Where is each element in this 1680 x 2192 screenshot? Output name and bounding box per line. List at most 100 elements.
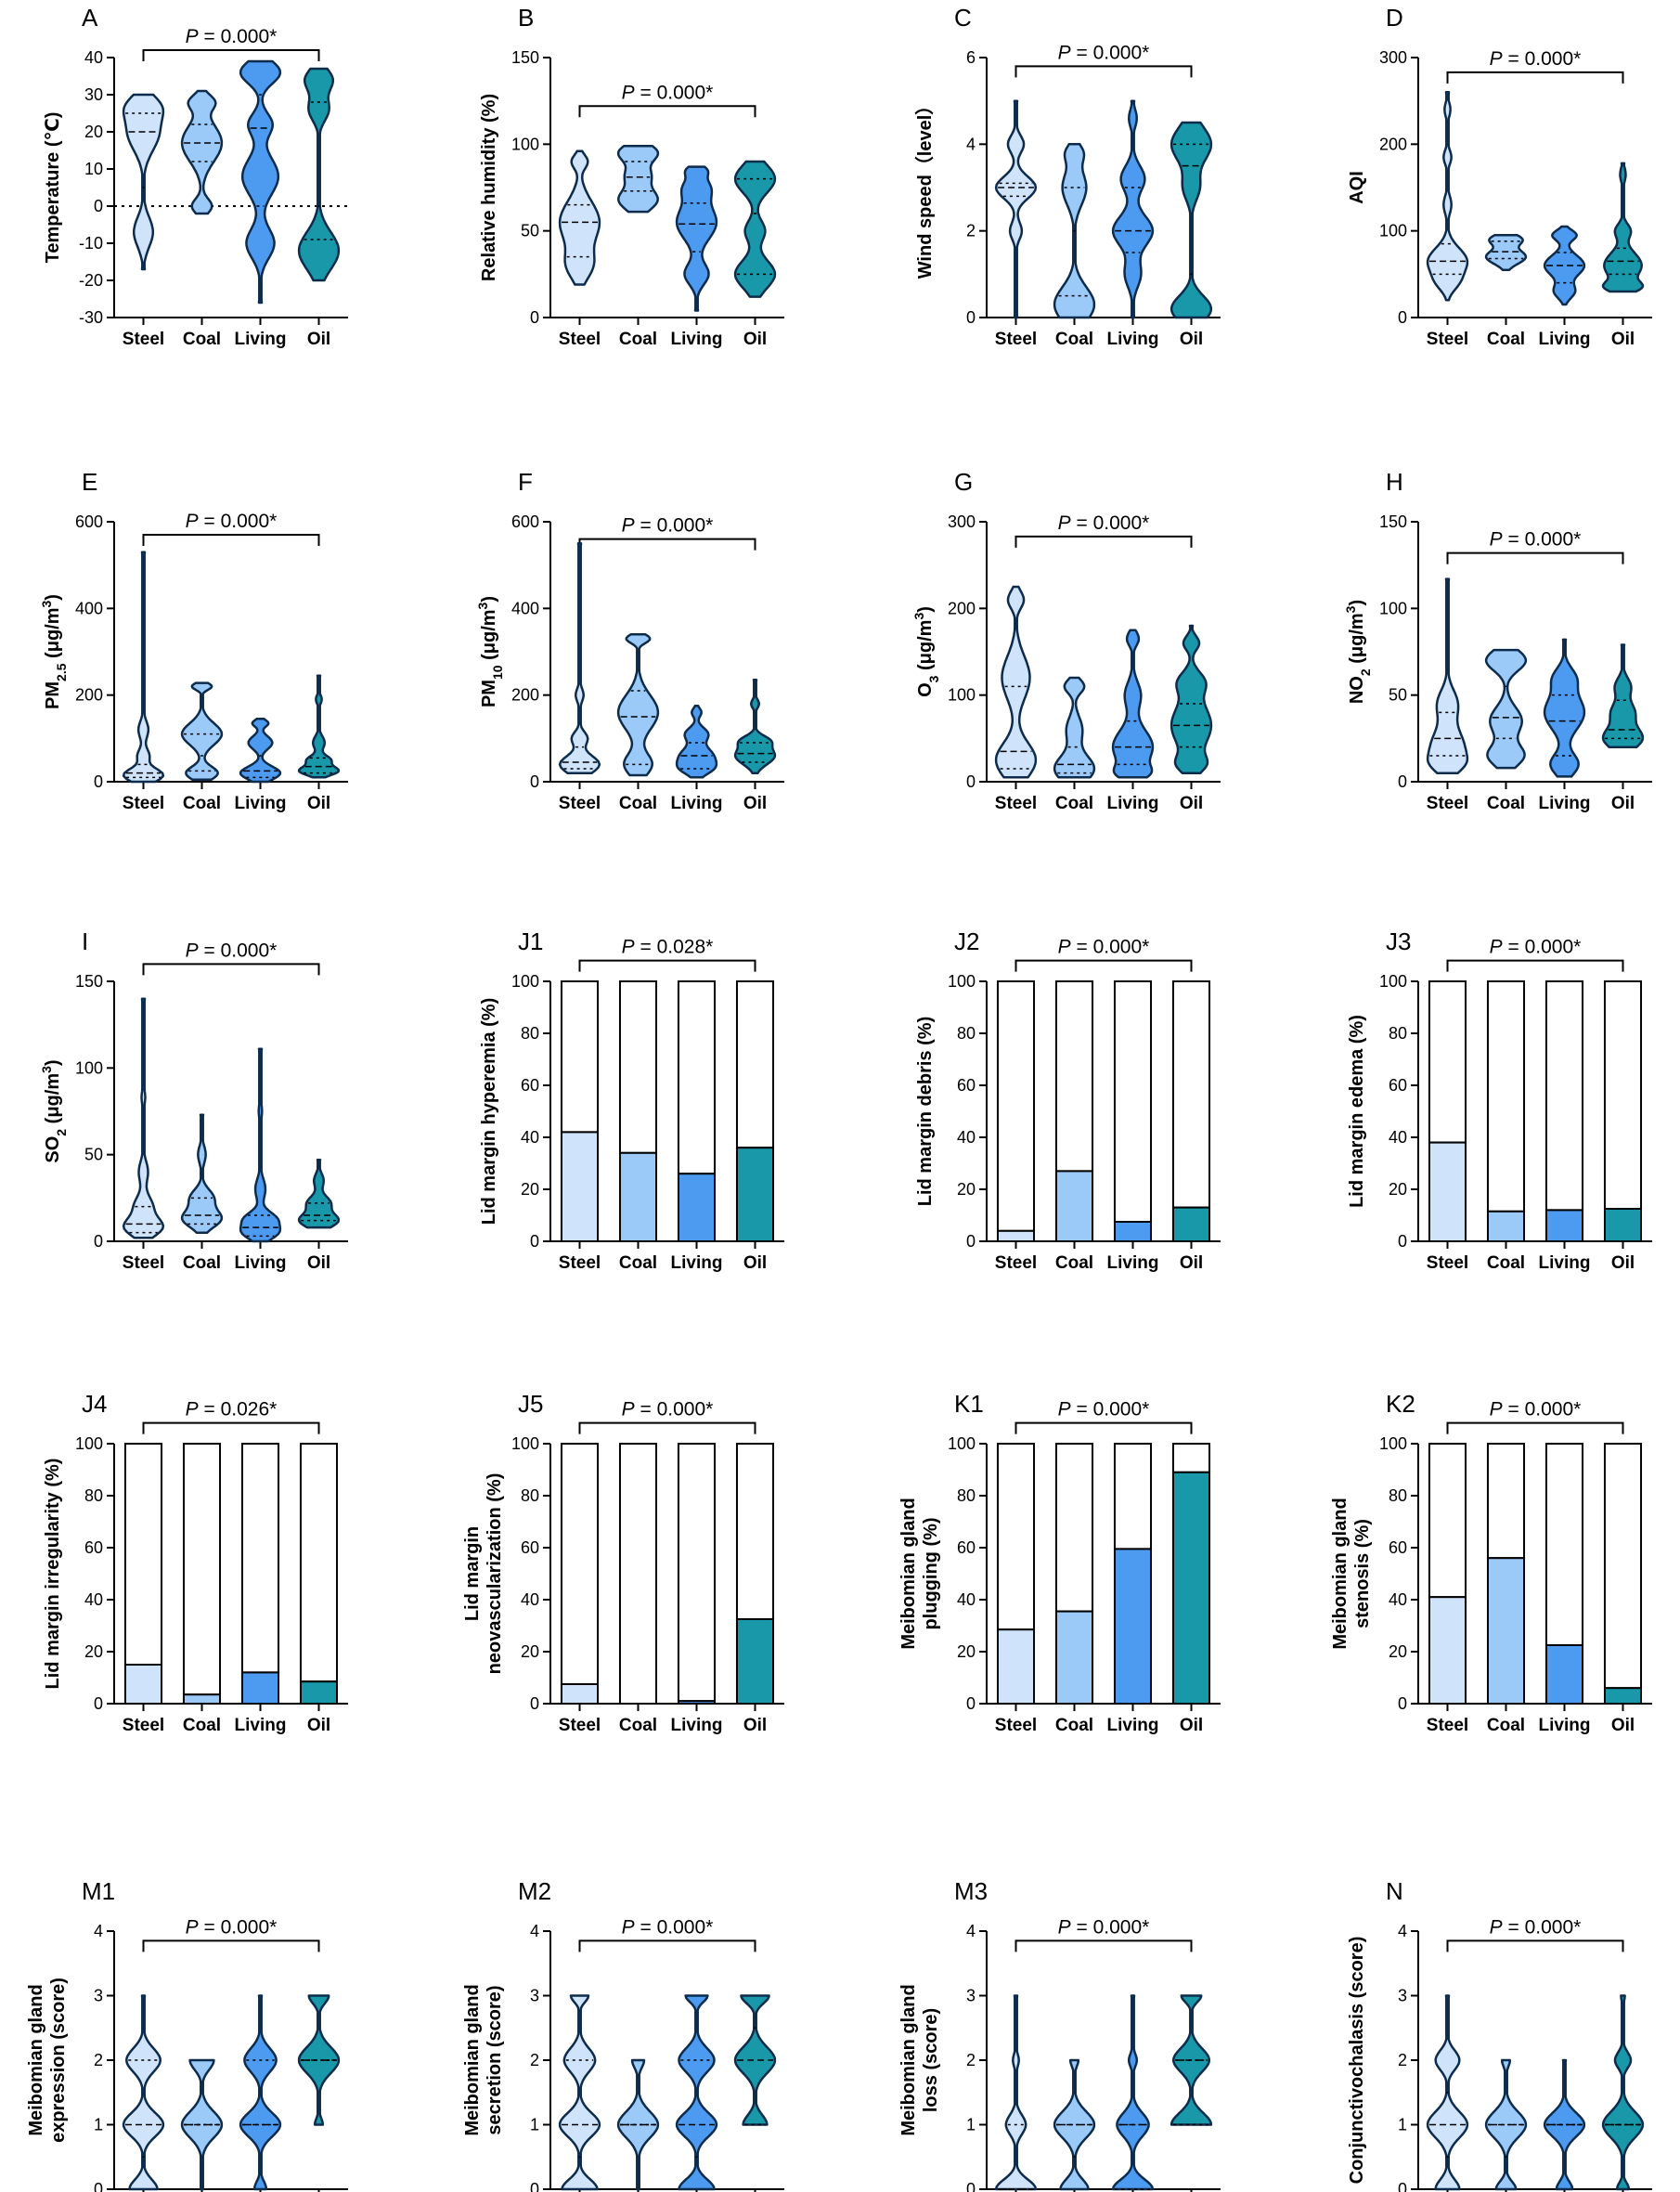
y-tick-label: 400 bbox=[75, 599, 103, 617]
x-tick-label: Living bbox=[671, 794, 723, 813]
x-tick-label: Living bbox=[1539, 1716, 1591, 1735]
significance-bracket bbox=[578, 1421, 756, 1434]
x-tick-label: Steel bbox=[1427, 330, 1468, 349]
violin-oil bbox=[297, 67, 341, 282]
x-tick-label: Oil bbox=[1180, 794, 1203, 813]
violin-living bbox=[239, 1994, 282, 2191]
panel-letter: K2 bbox=[1386, 1390, 1415, 1418]
y-tick-label: 0 bbox=[966, 772, 976, 791]
violin-steel bbox=[558, 542, 601, 774]
y-axis-title: AQI bbox=[1347, 171, 1367, 204]
violin-living bbox=[1111, 629, 1155, 779]
y-tick-label: 20 bbox=[1389, 1180, 1407, 1199]
bar-positive-living bbox=[1113, 1548, 1153, 1706]
panel-letter: J2 bbox=[954, 927, 979, 955]
p-value-label: P = 0.000* bbox=[1490, 937, 1582, 958]
p-value-label: P = 0.000* bbox=[1490, 48, 1582, 70]
y-tick-label: 60 bbox=[84, 1538, 103, 1557]
bar-remainder-oil bbox=[735, 1443, 775, 1620]
p-value-label: P = 0.026* bbox=[186, 1399, 278, 1420]
p-value-label: P = 0.000* bbox=[1490, 529, 1582, 551]
violin-living bbox=[1543, 638, 1586, 778]
y-tick-label: 100 bbox=[948, 1434, 976, 1453]
y-tick-label: 200 bbox=[1379, 135, 1407, 153]
bar-positive-coal bbox=[618, 1151, 658, 1243]
bar-remainder-oil bbox=[299, 1443, 339, 1683]
y-tick-label: 0 bbox=[94, 1694, 103, 1713]
x-tick-label: Oil bbox=[743, 1253, 767, 1273]
y-tick-label: 80 bbox=[521, 1024, 539, 1043]
x-tick-label: Oil bbox=[307, 330, 330, 349]
x-tick-label: Living bbox=[235, 794, 287, 813]
violin-living bbox=[1543, 225, 1586, 306]
y-tick-label: 60 bbox=[957, 1076, 976, 1095]
panel-letter: J5 bbox=[518, 1390, 543, 1418]
y-tick-label: 0 bbox=[530, 772, 539, 791]
panel-letter: J3 bbox=[1386, 927, 1411, 955]
violin-living bbox=[675, 165, 718, 312]
y-axis-title: Lid margin edema (%) bbox=[1347, 1015, 1367, 1208]
y-tick-label: 1 bbox=[966, 2116, 976, 2134]
y-tick-label: 80 bbox=[521, 1486, 539, 1505]
x-tick-label: Steel bbox=[995, 1253, 1037, 1273]
panel-letter: H bbox=[1386, 468, 1403, 496]
y-tick-label: 4 bbox=[94, 1922, 103, 1940]
y-axis-title: Meibomian gland bbox=[26, 1984, 46, 2135]
y-tick-label: 40 bbox=[84, 48, 103, 67]
p-value-label: P = 0.000* bbox=[1058, 937, 1150, 958]
bar-remainder-living bbox=[240, 1443, 280, 1674]
y-tick-label: 40 bbox=[957, 1590, 976, 1609]
p-value-label: P = 0.000* bbox=[622, 1399, 714, 1420]
x-tick-label: Steel bbox=[559, 794, 601, 813]
bar-remainder-living bbox=[677, 980, 717, 1175]
significance-bracket bbox=[1446, 959, 1624, 972]
bar-remainder-coal bbox=[1486, 980, 1526, 1213]
x-tick-label: Steel bbox=[1427, 1716, 1468, 1735]
y-tick-label: 80 bbox=[1389, 1486, 1407, 1505]
p-value-label: P = 0.000* bbox=[186, 511, 278, 532]
x-tick-label: Steel bbox=[1427, 794, 1468, 813]
bar-remainder-coal bbox=[1486, 1443, 1526, 1560]
y-tick-label: 40 bbox=[1389, 1590, 1407, 1609]
panel-letter: A bbox=[82, 4, 98, 32]
y-tick-label: 80 bbox=[1389, 1024, 1407, 1043]
y-tick-label: 80 bbox=[957, 1024, 976, 1043]
panel-b: B 0 50 100 150 Steel Coal Living Oil Relative hum… bbox=[479, 4, 784, 349]
bar-positive-living bbox=[1544, 1644, 1584, 1705]
y-tick-label: 20 bbox=[84, 123, 103, 141]
bar-positive-living bbox=[1113, 1221, 1153, 1242]
x-tick-label: Living bbox=[671, 1253, 723, 1273]
y-axis-title: PM10 (μg/m3) bbox=[475, 596, 505, 707]
bar-positive-living bbox=[677, 1173, 717, 1242]
y-tick-label: 2 bbox=[1398, 2051, 1407, 2069]
y-tick-label: 200 bbox=[75, 686, 103, 705]
panel-k2: K2 0 20 40 60 80 100 Steel Coal Living Oil Meibomia… bbox=[1330, 1390, 1652, 1735]
bar-remainder-living bbox=[1544, 1443, 1584, 1646]
violin-oil bbox=[1601, 1994, 1645, 2191]
x-tick-label: Coal bbox=[1055, 1253, 1093, 1273]
panel-a: A -30 -20 -10 0 10 20 30 40 Steel Coal Living Oil Tem… bbox=[43, 4, 348, 349]
y-tick-label: 100 bbox=[1379, 1434, 1407, 1453]
x-tick-label: Steel bbox=[559, 330, 601, 349]
x-tick-label: Coal bbox=[183, 794, 221, 813]
y-axis-title-line2: loss (score) bbox=[921, 2008, 941, 2112]
bar-remainder-coal bbox=[618, 1443, 658, 1705]
y-tick-label: -30 bbox=[79, 308, 103, 327]
y-tick-label: 0 bbox=[94, 2180, 103, 2192]
significance-bracket bbox=[578, 1939, 756, 1952]
x-tick-label: Coal bbox=[1055, 330, 1093, 349]
y-tick-label: 100 bbox=[511, 135, 539, 153]
y-axis-title-line2: secretion (score) bbox=[485, 1985, 505, 2134]
y-tick-label: 100 bbox=[1379, 599, 1407, 617]
y-tick-label: 1 bbox=[1398, 2116, 1407, 2134]
violin-oil bbox=[733, 679, 777, 774]
panel-j3: J3 0 20 40 60 80 100 Steel Coal Living Oil Lid marg… bbox=[1347, 927, 1652, 1273]
violin-coal bbox=[1053, 676, 1096, 779]
y-tick-label: 0 bbox=[94, 1232, 103, 1251]
bar-positive-coal bbox=[1486, 1210, 1526, 1243]
y-tick-label: 2 bbox=[94, 2051, 103, 2069]
y-tick-label: 0 bbox=[1398, 772, 1407, 791]
y-axis-title: NO2 (μg/m3) bbox=[1343, 600, 1373, 704]
violin-living bbox=[1111, 1994, 1155, 2191]
panel-i: I 0 50 100 150 Steel Coal Living Oil SO2 (μg/m3) P… bbox=[39, 927, 348, 1273]
